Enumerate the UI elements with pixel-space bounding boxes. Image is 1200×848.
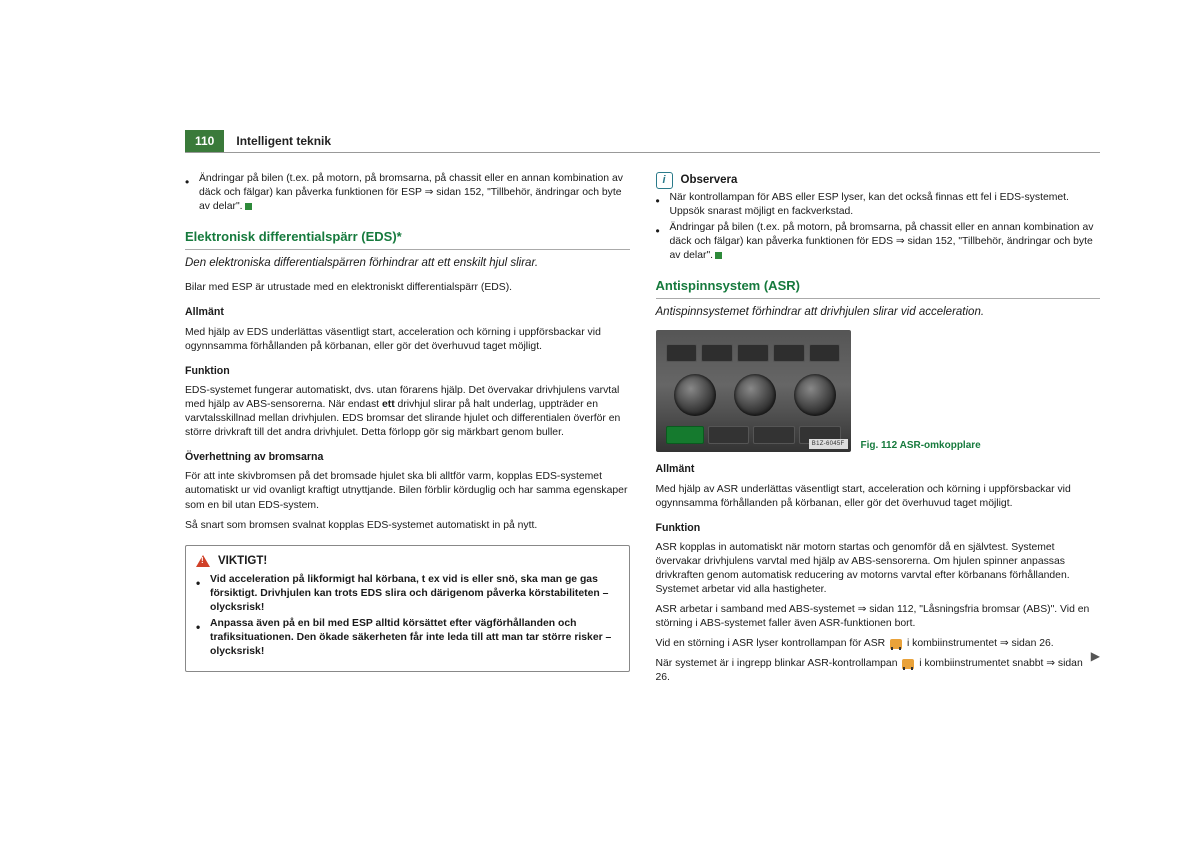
subheading: Allmänt <box>656 462 1101 476</box>
subheading: Allmänt <box>185 305 630 319</box>
observe-text: Ändringar på bilen (t.ex. på motorn, på … <box>670 221 1101 263</box>
document-page: 110 Intelligent teknik Ändringar på bile… <box>0 0 1200 731</box>
paragraph: ASR kopplas in automatiskt när motorn st… <box>656 541 1101 597</box>
bullet-dot <box>656 191 662 219</box>
right-column: i Observera När kontrollampan för ABS el… <box>656 170 1101 691</box>
info-icon: i <box>656 172 673 189</box>
paragraph: Vid en störning i ASR lyser kontrollampa… <box>656 637 1101 651</box>
bullet-dot <box>196 617 202 659</box>
subheading: Överhettning av bromsarna <box>185 450 630 464</box>
paragraph: När systemet är i ingrepp blinkar ASR-ko… <box>656 657 1101 685</box>
observe-header: i Observera <box>656 172 1101 189</box>
left-column: Ändringar på bilen (t.ex. på motorn, på … <box>185 170 630 691</box>
paragraph: Så snart som bromsen svalnat kopplas EDS… <box>185 519 630 533</box>
bullet-item: Ändringar på bilen (t.ex. på motorn, på … <box>185 172 630 214</box>
figure-tag: B1Z-6045F <box>809 439 848 449</box>
asr-indicator-icon <box>890 639 902 649</box>
paragraph: Med hjälp av ASR underlättas väsentligt … <box>656 483 1101 511</box>
warning-item: Vid acceleration på likformigt hal körba… <box>196 573 619 615</box>
paragraph: Med hjälp av EDS underlättas väsentligt … <box>185 326 630 354</box>
bullet-text: Ändringar på bilen (t.ex. på motorn, på … <box>199 172 630 214</box>
paragraph: ASR arbetar i samband med ABS-systemet ⇒… <box>656 603 1101 631</box>
warning-item: Anpassa även på en bil med ESP alltid kö… <box>196 617 619 659</box>
observe-label: Observera <box>681 173 738 189</box>
asr-switch-icon <box>666 426 704 444</box>
observe-item: Ändringar på bilen (t.ex. på motorn, på … <box>656 221 1101 263</box>
observe-item: När kontrollampan för ABS eller ESP lyse… <box>656 191 1101 219</box>
lead-text: Antispinnsystemet förhindrar att drivhju… <box>656 305 1101 321</box>
figure-photo: B1Z-6045F <box>656 330 851 452</box>
photo-dial <box>674 374 716 416</box>
page-number: 110 <box>185 130 224 152</box>
photo-button-row <box>666 344 841 362</box>
bullet-dot <box>196 573 202 615</box>
paragraph: EDS-systemet fungerar automatiskt, dvs. … <box>185 384 630 440</box>
warning-text: Anpassa även på en bil med ESP alltid kö… <box>210 617 619 659</box>
continue-arrow-icon: ▶ <box>1091 649 1100 663</box>
warning-box: VIKTIGT! Vid acceleration på likformigt … <box>185 545 630 673</box>
lead-text: Den elektroniska differentialspärren för… <box>185 256 630 272</box>
subheading: Funktion <box>185 364 630 378</box>
subheading: Funktion <box>656 521 1101 535</box>
warning-title-row: VIKTIGT! <box>196 554 619 570</box>
section-end-icon <box>245 203 252 210</box>
heading-asr: Antispinnsystem (ASR) <box>656 277 1101 299</box>
asr-indicator-icon <box>902 659 914 669</box>
figure-caption: Fig. 112 ASR-omkopplare <box>861 439 981 453</box>
bullet-dot <box>185 172 191 214</box>
heading-eds: Elektronisk differentialspärr (EDS)* <box>185 228 630 250</box>
figure-row: B1Z-6045F Fig. 112 ASR-omkopplare <box>656 330 1101 452</box>
photo-dial <box>734 374 776 416</box>
section-title: Intelligent teknik <box>224 130 343 152</box>
paragraph: Bilar med ESP är utrustade med en elektr… <box>185 281 630 295</box>
observe-text: När kontrollampan för ABS eller ESP lyse… <box>670 191 1101 219</box>
bullet-dot <box>656 221 662 263</box>
warning-title: VIKTIGT! <box>218 554 267 570</box>
paragraph: För att inte skivbromsen på det bromsade… <box>185 470 630 512</box>
warning-triangle-icon <box>196 555 210 567</box>
warning-text: Vid acceleration på likformigt hal körba… <box>210 573 619 615</box>
photo-dial <box>794 374 836 416</box>
header-rule <box>185 152 1100 153</box>
section-end-icon <box>715 252 722 259</box>
page-header: 110 Intelligent teknik <box>185 130 343 152</box>
